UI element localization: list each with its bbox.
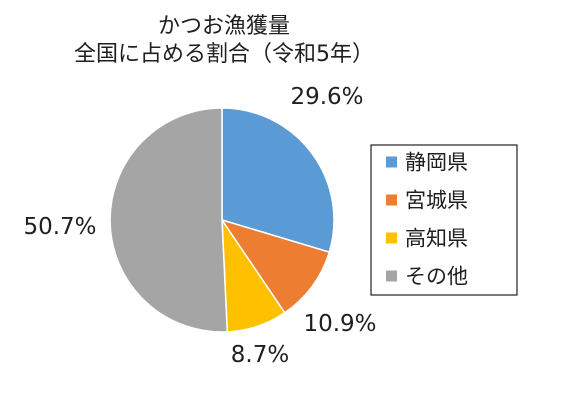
legend-label-1: 静岡県 <box>405 151 468 175</box>
legend-swatch-3 <box>386 232 397 244</box>
legend-swatch-4 <box>386 270 397 282</box>
pie-value-label-2: 10.9% <box>303 311 376 337</box>
chart-title-line-1: かつお漁獲量 <box>158 14 290 39</box>
legend-label-2: 宮城県 <box>405 189 468 213</box>
chart-title: かつお漁獲量 全国に占める割合（令和5年） <box>74 14 374 67</box>
legend-swatch-1 <box>386 156 397 168</box>
pie-value-labels: 29.6% 10.9% 8.7% 50.7% <box>23 84 376 368</box>
pie-slice-2 <box>220 218 331 314</box>
pie-value-label-4: 50.7% <box>23 214 96 240</box>
legend-label-4: その他 <box>405 265 468 289</box>
chart-title-line-2: 全国に占める割合（令和5年） <box>74 42 374 67</box>
pie-slices <box>109 107 335 333</box>
pie-slice-4 <box>109 107 229 333</box>
legend-border <box>370 144 518 296</box>
legend-label-3: 高知県 <box>405 227 468 251</box>
pie-value-label-1: 29.6% <box>290 84 363 110</box>
legend-swatch-2 <box>386 194 397 206</box>
pie-value-label-3: 8.7% <box>231 342 289 368</box>
pie-slice-1 <box>221 107 335 254</box>
